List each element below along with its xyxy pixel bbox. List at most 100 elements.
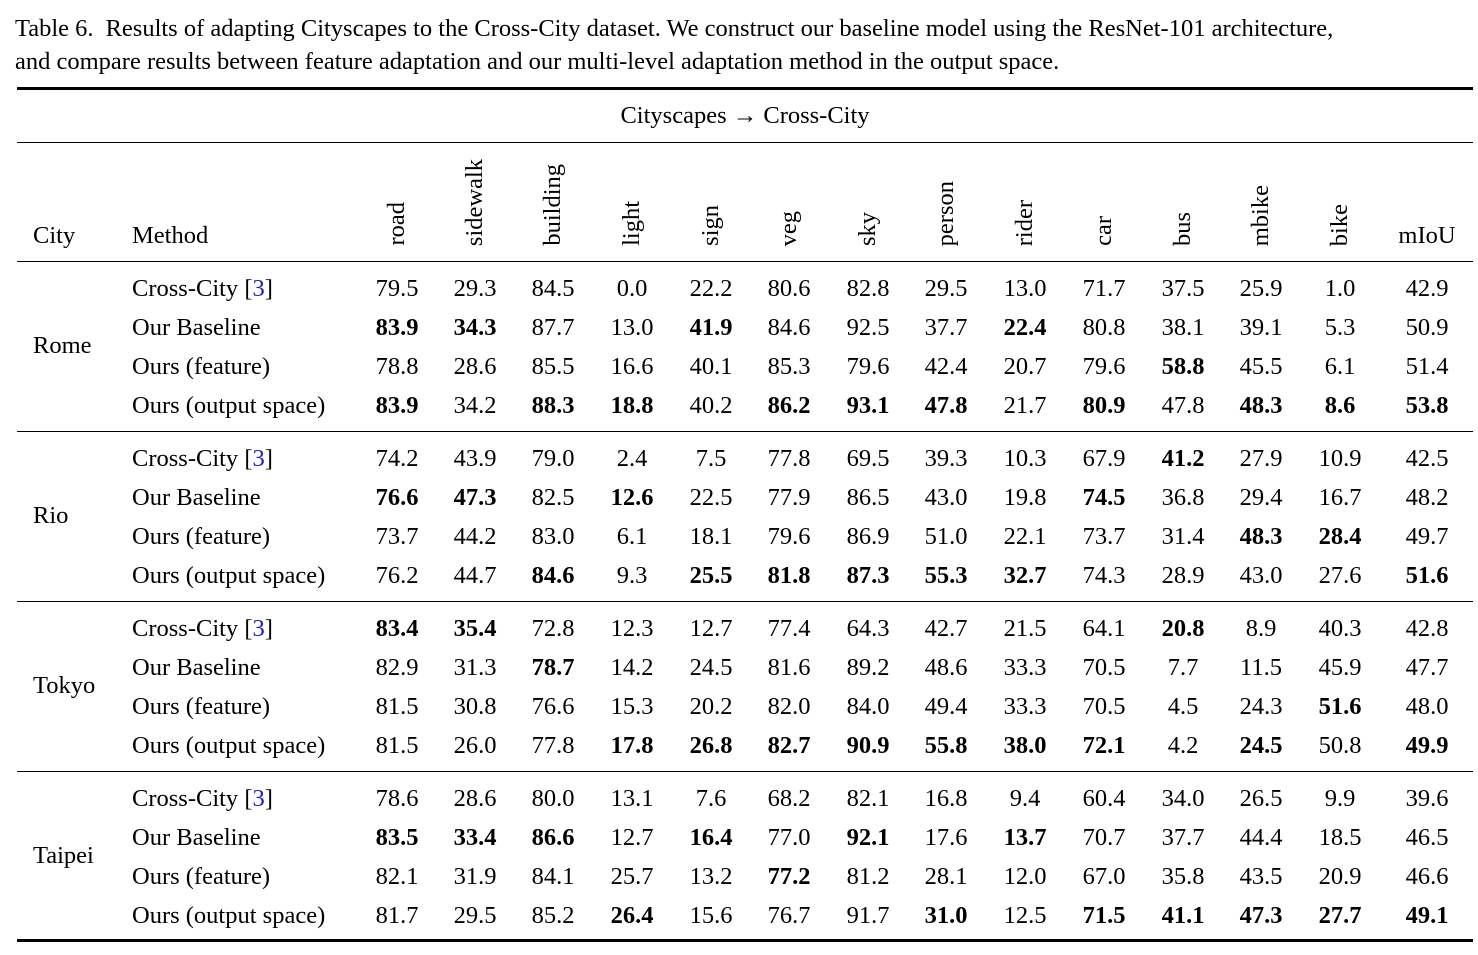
table-cell: 33.3 (1003, 654, 1047, 681)
table-cell: 81.7 (375, 902, 419, 929)
table-cell: 79.6 (1082, 353, 1126, 380)
table-cell: 80.9 (1082, 392, 1126, 419)
table-cell: 31.4 (1161, 523, 1205, 550)
table-cell: 45.9 (1318, 654, 1362, 681)
column-header-mbike: mbike (1247, 184, 1274, 246)
table-cell: 77.4 (767, 615, 811, 642)
table-cell: 80.8 (1082, 314, 1126, 341)
table-cell: 48.3 (1239, 523, 1283, 550)
method-label: Our Baseline (132, 824, 261, 851)
table-cell: 31.0 (924, 902, 968, 929)
table-cell: 32.7 (1003, 562, 1047, 589)
table-cell: 82.9 (375, 654, 419, 681)
table-cell: 22.1 (1003, 523, 1047, 550)
table-cell: 26.0 (453, 732, 497, 759)
table-cell: 72.1 (1082, 732, 1126, 759)
column-header-building: building (539, 164, 566, 246)
header-miou: mIoU (1398, 222, 1456, 249)
table-cell: 74.3 (1082, 562, 1126, 589)
table-cell: 84.5 (531, 275, 575, 302)
table-cell: 85.3 (767, 353, 811, 380)
table-cell: 22.4 (1003, 314, 1047, 341)
header-rule (17, 261, 1473, 263)
table-cell: 87.3 (846, 562, 890, 589)
table-cell: 26.4 (610, 902, 654, 929)
citation-link[interactable]: 3 (252, 275, 265, 302)
table-cell: 73.7 (1082, 523, 1126, 550)
table-cell: 51.6 (1405, 562, 1449, 589)
table-cell: 6.1 (1324, 353, 1356, 380)
table-cell: 29.4 (1239, 484, 1283, 511)
table-cell: 81.2 (846, 863, 890, 890)
method-label: Ours (feature) (132, 863, 271, 890)
table-cell: 4.5 (1167, 693, 1199, 720)
table-cell: 70.7 (1082, 824, 1126, 851)
table-cell: 51.6 (1318, 693, 1362, 720)
table-cell: 86.6 (531, 824, 575, 851)
table-cell: 27.7 (1318, 902, 1362, 929)
table-cell: 42.5 (1405, 445, 1449, 472)
table-cell: 7.6 (695, 785, 727, 812)
supertitle-rule (17, 142, 1473, 144)
table-cell: 50.8 (1318, 732, 1362, 759)
table-cell: 10.9 (1318, 445, 1362, 472)
table-cell: 88.3 (531, 392, 575, 419)
table-cell: 82.5 (531, 484, 575, 511)
table-cell: 81.5 (375, 693, 419, 720)
table-cell: 10.3 (1003, 445, 1047, 472)
table-cell: 28.6 (453, 785, 497, 812)
table-cell: 11.5 (1240, 654, 1282, 681)
table-cell: 76.6 (375, 484, 419, 511)
table-cell: 51.0 (924, 523, 968, 550)
table-cell: 12.6 (610, 484, 654, 511)
column-header-bike: bike (1326, 203, 1353, 246)
table-cell: 7.5 (695, 445, 727, 472)
table-cell: 12.5 (1003, 902, 1047, 929)
table-cell: 7.7 (1167, 654, 1199, 681)
table-cell: 15.3 (610, 693, 654, 720)
table-cell: 44.2 (453, 523, 497, 550)
table-cell: 79.6 (767, 523, 811, 550)
table-cell: 92.1 (846, 824, 890, 851)
table-cell: 86.2 (767, 392, 811, 419)
table-cell: 83.9 (375, 314, 419, 341)
table-cell: 42.4 (924, 353, 968, 380)
table-cell: 86.5 (846, 484, 890, 511)
table-cell: 39.3 (924, 445, 968, 472)
table-cell: 47.8 (924, 392, 968, 419)
table-cell: 20.2 (689, 693, 733, 720)
table-cell: 12.0 (1003, 863, 1047, 890)
citation-link[interactable]: 3 (252, 445, 265, 472)
column-header-sky: sky (854, 211, 881, 246)
city-rome: Rome (33, 332, 92, 359)
table-cell: 49.7 (1405, 523, 1449, 550)
table-cell: 26.5 (1239, 785, 1283, 812)
table-cell: 9.4 (1009, 785, 1041, 812)
table-cell: 80.6 (767, 275, 811, 302)
table-cell: 48.0 (1405, 693, 1449, 720)
table-cell: 83.9 (375, 392, 419, 419)
table-cell: 89.2 (846, 654, 890, 681)
city-taipei: Taipei (33, 842, 94, 869)
table-cell: 29.5 (453, 902, 497, 929)
table-cell: 25.5 (689, 562, 733, 589)
table-cell: 78.8 (375, 353, 419, 380)
table-supertitle: Cityscapes → Cross-City (620, 102, 870, 129)
table-cell: 24.5 (689, 654, 733, 681)
table-cell: 28.9 (1161, 562, 1205, 589)
table-cell: 1.0 (1324, 275, 1356, 302)
citation-link[interactable]: 3 (252, 785, 265, 812)
table-cell: 20.8 (1161, 615, 1205, 642)
table-cell: 0.0 (616, 275, 648, 302)
citation-link[interactable]: 3 (252, 615, 265, 642)
table-cell: 33.4 (453, 824, 497, 851)
table-cell: 13.0 (1003, 275, 1047, 302)
table-cell: 41.2 (1161, 445, 1205, 472)
table-caption: Table 6. Results of adapting Cityscapes t… (15, 12, 1475, 78)
table-cell: 49.1 (1405, 902, 1449, 929)
table-cell: 25.9 (1239, 275, 1283, 302)
table-cell: 83.4 (375, 615, 419, 642)
table-cell: 48.6 (924, 654, 968, 681)
table-cell: 86.9 (846, 523, 890, 550)
city-tokyo: Tokyo (33, 672, 96, 699)
